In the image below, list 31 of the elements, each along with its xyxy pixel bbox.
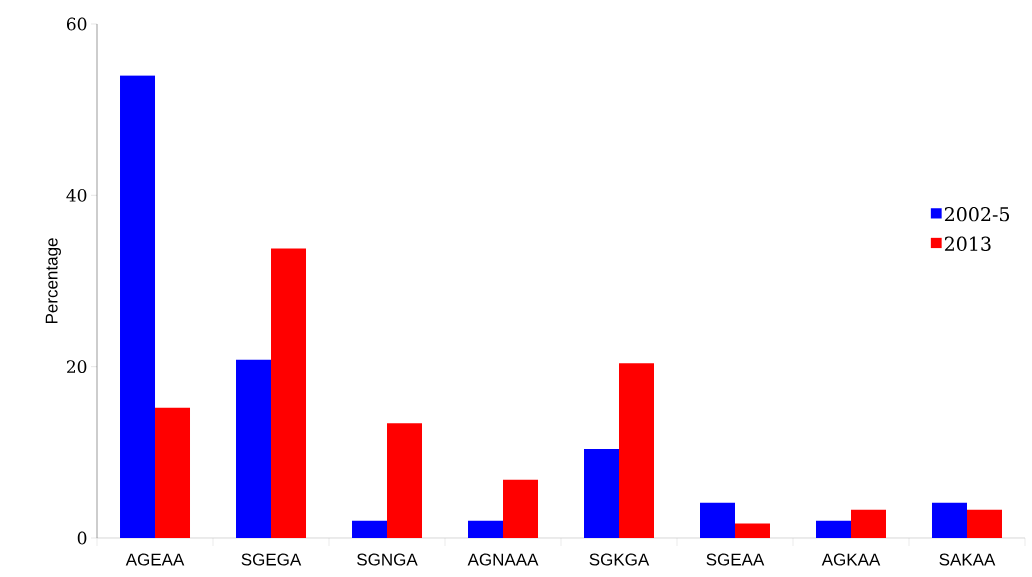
- bar: [967, 509, 1002, 538]
- bar: [932, 502, 967, 538]
- bar: [271, 248, 307, 538]
- bar: [155, 407, 191, 538]
- bar: [120, 75, 156, 538]
- legend-label: 2002-5: [944, 206, 1010, 222]
- bar: [387, 423, 423, 538]
- bar: [468, 520, 503, 538]
- y-tick-label: 0: [77, 531, 87, 545]
- legend-label: 2013: [944, 236, 991, 251]
- bar: [735, 523, 770, 538]
- bar: [584, 448, 619, 538]
- y-axis-title: Percentage: [45, 238, 61, 324]
- x-tick-label: SGEGA: [241, 553, 302, 566]
- x-tick-label: SAKAA: [939, 553, 996, 566]
- bar: [700, 502, 735, 538]
- bar: [816, 520, 851, 538]
- bar: [619, 363, 654, 538]
- y-tick-label: 20: [67, 360, 87, 374]
- bar: [352, 520, 388, 538]
- x-tick-label: AGNAAA: [467, 553, 539, 566]
- x-tick-label: SGEAA: [706, 553, 765, 566]
- x-tick-label: AGEAA: [125, 553, 185, 566]
- x-tick-label: AGKAA: [821, 553, 881, 566]
- x-tick-label: SGNGA: [357, 553, 418, 566]
- bar: [851, 509, 886, 538]
- y-tick-label: 40: [66, 188, 87, 202]
- bar: [236, 359, 272, 538]
- y-tick-label: 60: [66, 17, 87, 31]
- x-tick-label: SGKGA: [589, 553, 650, 566]
- bar: [503, 479, 538, 538]
